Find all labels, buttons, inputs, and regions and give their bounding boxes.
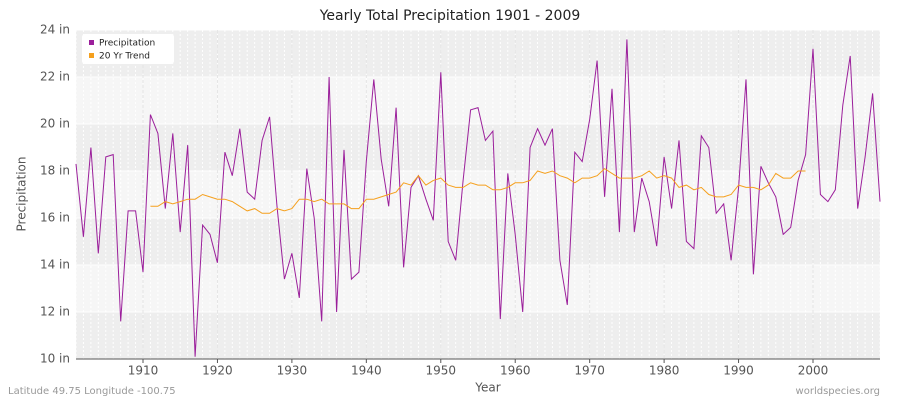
y-tick-label: 18 in bbox=[40, 164, 70, 178]
legend-swatch bbox=[89, 53, 94, 58]
x-tick-label: 1990 bbox=[723, 364, 754, 378]
y-tick-label: 16 in bbox=[40, 211, 70, 225]
x-tick-label: 1980 bbox=[649, 364, 680, 378]
x-tick-label: 1920 bbox=[202, 364, 233, 378]
x-tick-label: 1960 bbox=[500, 364, 531, 378]
x-tick-label: 1930 bbox=[277, 364, 308, 378]
legend-swatch bbox=[89, 40, 94, 45]
x-tick-label: 1910 bbox=[128, 364, 159, 378]
grid-band bbox=[76, 30, 880, 77]
legend-label: Precipitation bbox=[99, 39, 155, 49]
x-tick-label: 2000 bbox=[798, 364, 829, 378]
chart-title: Yearly Total Precipitation 1901 - 2009 bbox=[319, 8, 581, 24]
footer-right: worldspecies.org bbox=[796, 386, 880, 397]
footer-left: Latitude 49.75 Longitude -100.75 bbox=[8, 386, 176, 397]
y-axis-label: Precipitation bbox=[15, 156, 29, 231]
x-tick-label: 1940 bbox=[351, 364, 382, 378]
x-tick-label: 1950 bbox=[426, 364, 457, 378]
series-line bbox=[75, 39, 881, 357]
y-tick-label: 24 in bbox=[40, 23, 70, 37]
y-tick-label: 22 in bbox=[40, 70, 70, 84]
grid-band bbox=[76, 218, 880, 265]
x-axis-label: Year bbox=[474, 381, 500, 395]
x-tick-label: 1970 bbox=[574, 364, 605, 378]
legend-label: 20 Yr Trend bbox=[99, 52, 150, 62]
y-tick-label: 14 in bbox=[40, 258, 70, 272]
y-tick-label: 20 in bbox=[40, 117, 70, 131]
y-tick-label: 10 in bbox=[40, 352, 70, 366]
series-line bbox=[150, 167, 806, 214]
y-tick-label: 12 in bbox=[40, 305, 70, 319]
legend-box bbox=[82, 34, 174, 64]
